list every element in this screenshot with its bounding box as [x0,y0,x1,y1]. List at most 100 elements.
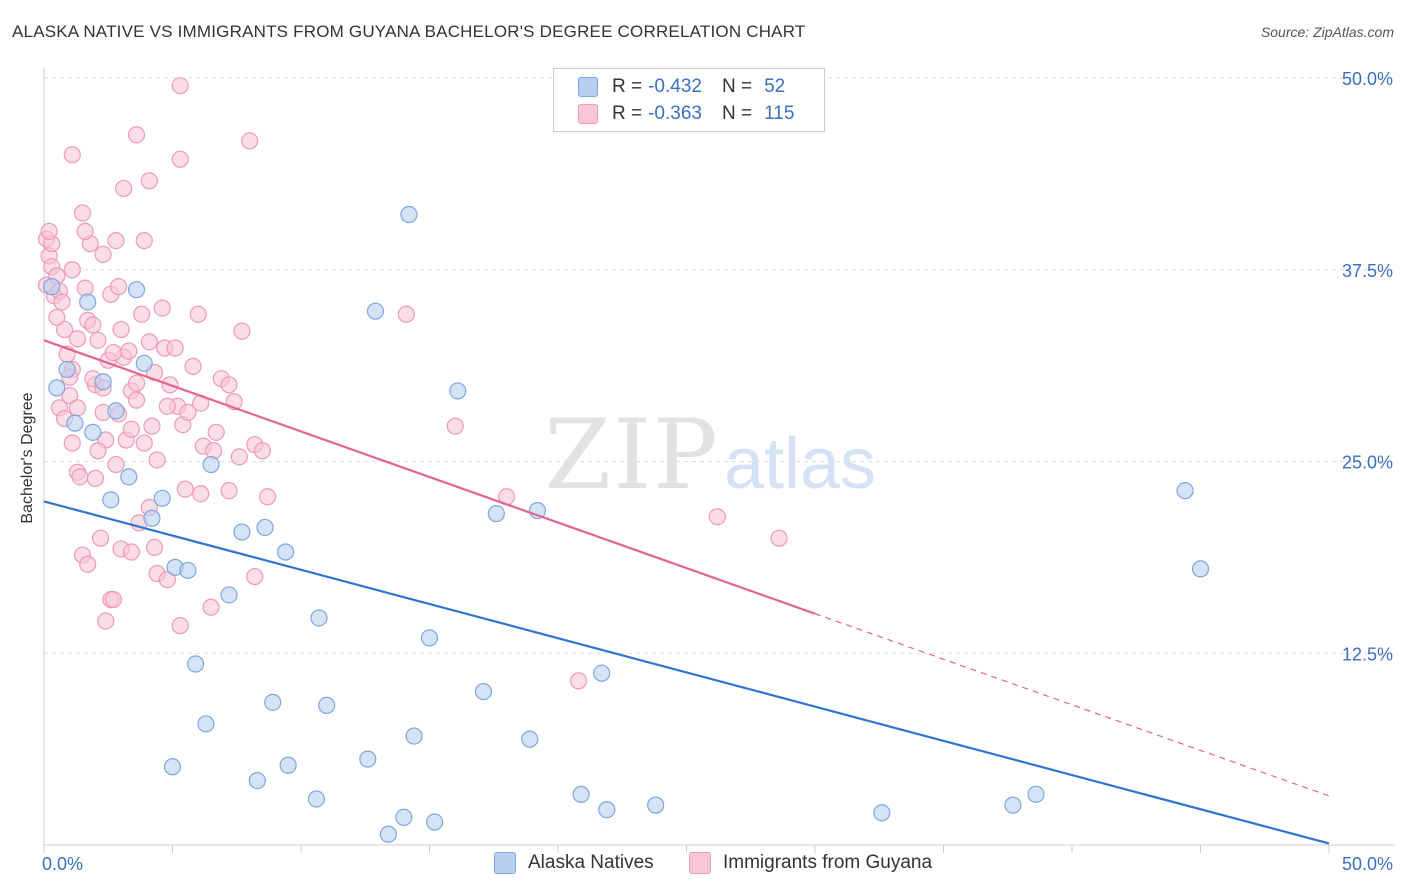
data-point [1027,785,1045,803]
data-point [233,523,251,541]
legend-r-value: -0.432 [648,76,702,97]
y-tick-label: 12.5% [1342,644,1393,664]
data-point [122,420,140,438]
data-point [521,730,539,748]
data-point [84,423,102,441]
legend-n-value: 52 [764,76,786,97]
data-point [153,489,171,507]
data-point [166,339,184,357]
legend-swatch-pink [689,852,711,874]
watermark-zip: ZIP [544,399,719,511]
data-point [230,448,248,466]
data-point [48,308,66,326]
data-point [366,302,385,320]
data-point [140,172,158,190]
data-point [120,468,138,486]
data-point [420,629,439,647]
data-point [135,354,153,372]
data-point [84,316,102,334]
y-tick-label: 25.0% [1342,453,1393,473]
data-point [107,232,125,250]
data-point [127,374,146,392]
data-point [91,529,110,547]
data-point [135,434,153,452]
data-point [572,785,590,803]
legend-item-immigrants-from-guyana[interactable]: Immigrants from Guyana [689,852,932,874]
data-point [220,482,238,500]
trend-line [43,339,816,615]
data-point [400,205,418,224]
data-point [446,417,464,435]
legend-n-label: N = [721,76,753,97]
data-point [143,509,161,527]
data-point [73,204,92,222]
data-point [63,146,81,164]
axes [43,68,1395,853]
data-point [171,617,189,635]
data-point [873,804,891,822]
data-point [395,808,413,826]
data-point [40,222,58,240]
legend-label: Immigrants from Guyana [723,852,933,873]
watermark-atlas: atlas [724,424,876,504]
data-point [474,682,493,701]
data-point [94,373,112,391]
data-point [1191,560,1210,578]
chart-title: ALASKA NATIVE VS IMMIGRANTS FROM GUYANA … [12,22,806,41]
data-point [68,399,87,417]
data-point [647,796,665,814]
data-point [153,299,171,317]
data-point [79,555,97,573]
data-point [122,543,140,561]
data-point [79,293,97,311]
legend-r-value: -0.363 [648,103,702,124]
data-point [104,343,122,362]
data-point [76,222,94,240]
data-point [89,331,107,349]
data-point [127,391,146,409]
watermark: ZIP atlas [544,399,876,511]
data-point [248,771,266,790]
data-point [48,379,66,397]
data-point [264,693,282,711]
data-point [318,696,336,715]
correlation-legend: R = -0.432 N = 52 R = -0.363 N = 115 [553,68,825,132]
trend-lines [43,339,1330,845]
data-point [176,480,194,498]
data-point [135,232,153,250]
data-point [279,756,297,774]
legend-row-immigrants-from-guyana: R = -0.363 N = 115 [578,102,794,126]
y-axis-label: Bachelor's Degree [19,392,36,524]
data-point [66,414,84,432]
data-point [115,179,133,198]
data-point [708,508,726,526]
data-point [1176,482,1194,500]
data-point [426,813,444,831]
data-point [359,750,377,768]
legend-item-alaska-natives[interactable]: Alaska Natives [494,852,654,874]
series-legend: Alaska Natives Immigrants from Guyana [0,852,1406,878]
data-point [220,376,238,394]
data-point [197,715,215,733]
data-point [233,322,251,340]
legend-r-label: R = [612,76,643,97]
legend-swatch-pink [578,104,598,124]
data-point [241,132,259,150]
data-point [163,758,182,776]
data-point [107,402,125,420]
data-point [107,455,125,474]
data-point [133,305,151,323]
data-point [158,571,176,589]
data-point [94,245,112,264]
data-point [569,672,588,690]
legend-swatch-blue [578,77,598,97]
data-point [184,357,202,375]
data-point [202,598,220,616]
data-point [276,543,295,561]
data-point [770,529,788,547]
data-point [127,126,146,144]
data-point [598,801,616,819]
data-point [145,538,164,557]
data-point [143,417,161,435]
